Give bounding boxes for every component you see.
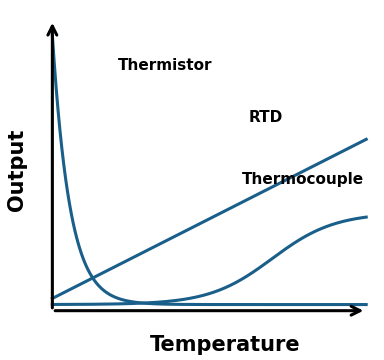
Text: Output: Output [7,129,27,211]
Text: Thermistor: Thermistor [118,58,212,73]
Text: Temperature: Temperature [150,335,301,355]
Text: Thermocouple: Thermocouple [242,172,364,186]
Text: RTD: RTD [248,111,283,125]
